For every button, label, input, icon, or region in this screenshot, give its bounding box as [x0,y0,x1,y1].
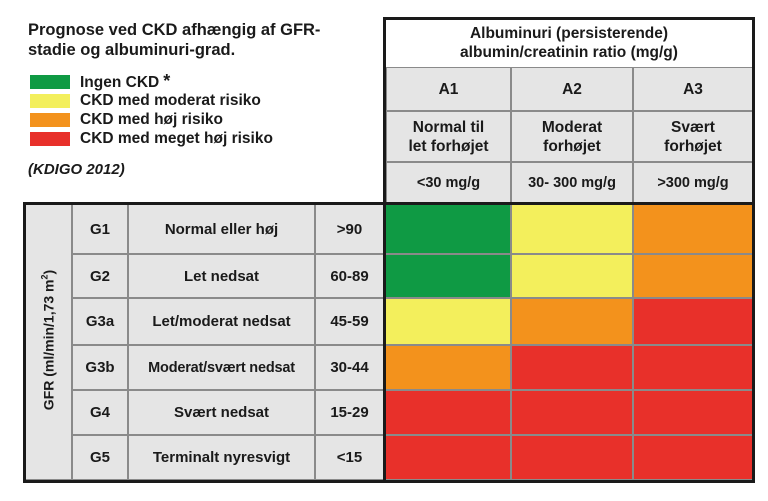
column-desc-a1: Normal til let forhøjet [386,111,511,162]
legend-swatch-yellow [30,93,70,108]
column-desc-a3-line-1: Svært [671,118,715,136]
albuminuria-header-line-1: Albuminuri (persisterende) [469,25,669,42]
column-code-a2: A2 [511,67,633,111]
legend-label-moderate: CKD med moderat risiko [80,91,261,109]
risk-cell-g2-a2 [511,254,633,298]
asterisk-mark: * [163,71,171,91]
title-line-2: stadie og albuminuri-grad. [28,41,236,59]
legend-label-very-high: CKD med meget høj risiko [80,129,273,147]
row-desc-g5: Terminalt nyresvigt [128,435,315,480]
row-stage-g5: G5 [72,435,128,480]
column-desc-a1-line-1: Normal til [412,118,485,136]
risk-cell-g4-a1 [384,390,511,435]
gfr-axis-label-main: GFR (ml/min/1,73 m [40,279,57,411]
risk-cell-g5-a1 [384,435,511,480]
risk-cell-g3b-a3 [633,345,754,390]
column-range-a1: <30 mg/g [386,162,511,204]
albuminuria-header: Albuminuri (persisterende) albumin/creat… [384,19,754,67]
page-title: Prognose ved CKD afhængig af GFR- stadie… [28,20,368,60]
gfr-axis-label-end: ) [40,269,57,275]
risk-cell-g1-a3 [633,204,754,254]
row-stage-g3a: G3a [72,298,128,345]
row-stage-g3b: G3b [72,345,128,390]
title-line-1: Prognose ved CKD afhængig af GFR- [28,21,321,39]
row-stage-g2: G2 [72,254,128,298]
column-desc-a2: Moderat forhøjet [511,111,633,162]
risk-cell-g3a-a2 [511,298,633,345]
row-desc-g2: Let nedsat [128,254,315,298]
risk-cell-g1-a2 [511,204,633,254]
risk-cell-g2-a3 [633,254,754,298]
row-range-g4: 15-29 [315,390,384,435]
column-code-a1: A1 [386,67,511,111]
row-desc-g1: Normal eller høj [128,204,315,254]
risk-cell-g3b-a1 [384,345,511,390]
legend-swatch-orange [30,112,70,127]
risk-cell-g2-a1 [384,254,511,298]
gfr-axis-label-sup: 2 [39,274,50,280]
legend-item-high: CKD med høj risiko [30,110,273,129]
albuminuria-header-line-2: albumin/creatinin ratio (mg/g) [460,44,678,61]
risk-cell-g1-a1 [384,204,511,254]
column-desc-a2-line-1: Moderat [541,118,603,136]
row-range-g1: >90 [315,204,384,254]
row-range-g3b: 30-44 [315,345,384,390]
legend-item-no-ckd: Ingen CKD * [30,71,273,91]
legend-item-very-high: CKD med meget høj risiko [30,129,273,148]
row-range-g3a: 45-59 [315,298,384,345]
column-desc-a1-line-2: let forhøjet [408,137,489,155]
row-desc-g4: Svært nedsat [128,390,315,435]
risk-cell-g4-a2 [511,390,633,435]
column-desc-a3: Svært forhøjet [633,111,753,162]
grid-divider-line [383,202,386,483]
risk-cell-g5-a3 [633,435,754,480]
risk-cell-g3a-a3 [633,298,754,345]
legend-swatch-red [30,131,70,146]
column-desc-a2-line-2: forhøjet [543,137,601,155]
risk-cell-g3a-a1 [384,298,511,345]
column-code-a3: A3 [633,67,753,111]
risk-cell-g3b-a2 [511,345,633,390]
row-stage-g1: G1 [72,204,128,254]
row-desc-g3a: Let/moderat nedsat [128,298,315,345]
row-desc-g3b: Moderat/svært nedsat [128,345,315,390]
legend-swatch-green [30,74,70,89]
column-range-a2: 30- 300 mg/g [511,162,633,204]
risk-cell-g5-a2 [511,435,633,480]
row-range-g5: <15 [315,435,384,480]
column-range-a3: >300 mg/g [633,162,753,204]
row-stage-g4: G4 [72,390,128,435]
column-desc-a3-line-2: forhøjet [664,137,722,155]
legend-label-no-ckd: Ingen CKD [80,74,160,91]
risk-cell-g4-a3 [633,390,754,435]
gfr-axis-label: GFR (ml/min/1,73 m2) [40,270,57,410]
row-range-g2: 60-89 [315,254,384,298]
legend: Ingen CKD * CKD med moderat risiko CKD me… [30,71,273,148]
legend-item-moderate: CKD med moderat risiko [30,91,273,110]
source-citation: (KDIGO 2012) [28,161,125,178]
legend-label-high: CKD med høj risiko [80,110,223,128]
